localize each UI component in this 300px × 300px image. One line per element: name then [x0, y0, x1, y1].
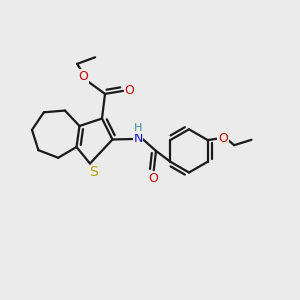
Text: H: H: [134, 123, 142, 134]
Text: O: O: [149, 172, 158, 185]
Text: O: O: [218, 132, 228, 145]
Text: N: N: [133, 132, 143, 146]
Text: O: O: [125, 84, 134, 98]
Text: S: S: [88, 166, 98, 179]
Text: O: O: [78, 70, 88, 83]
